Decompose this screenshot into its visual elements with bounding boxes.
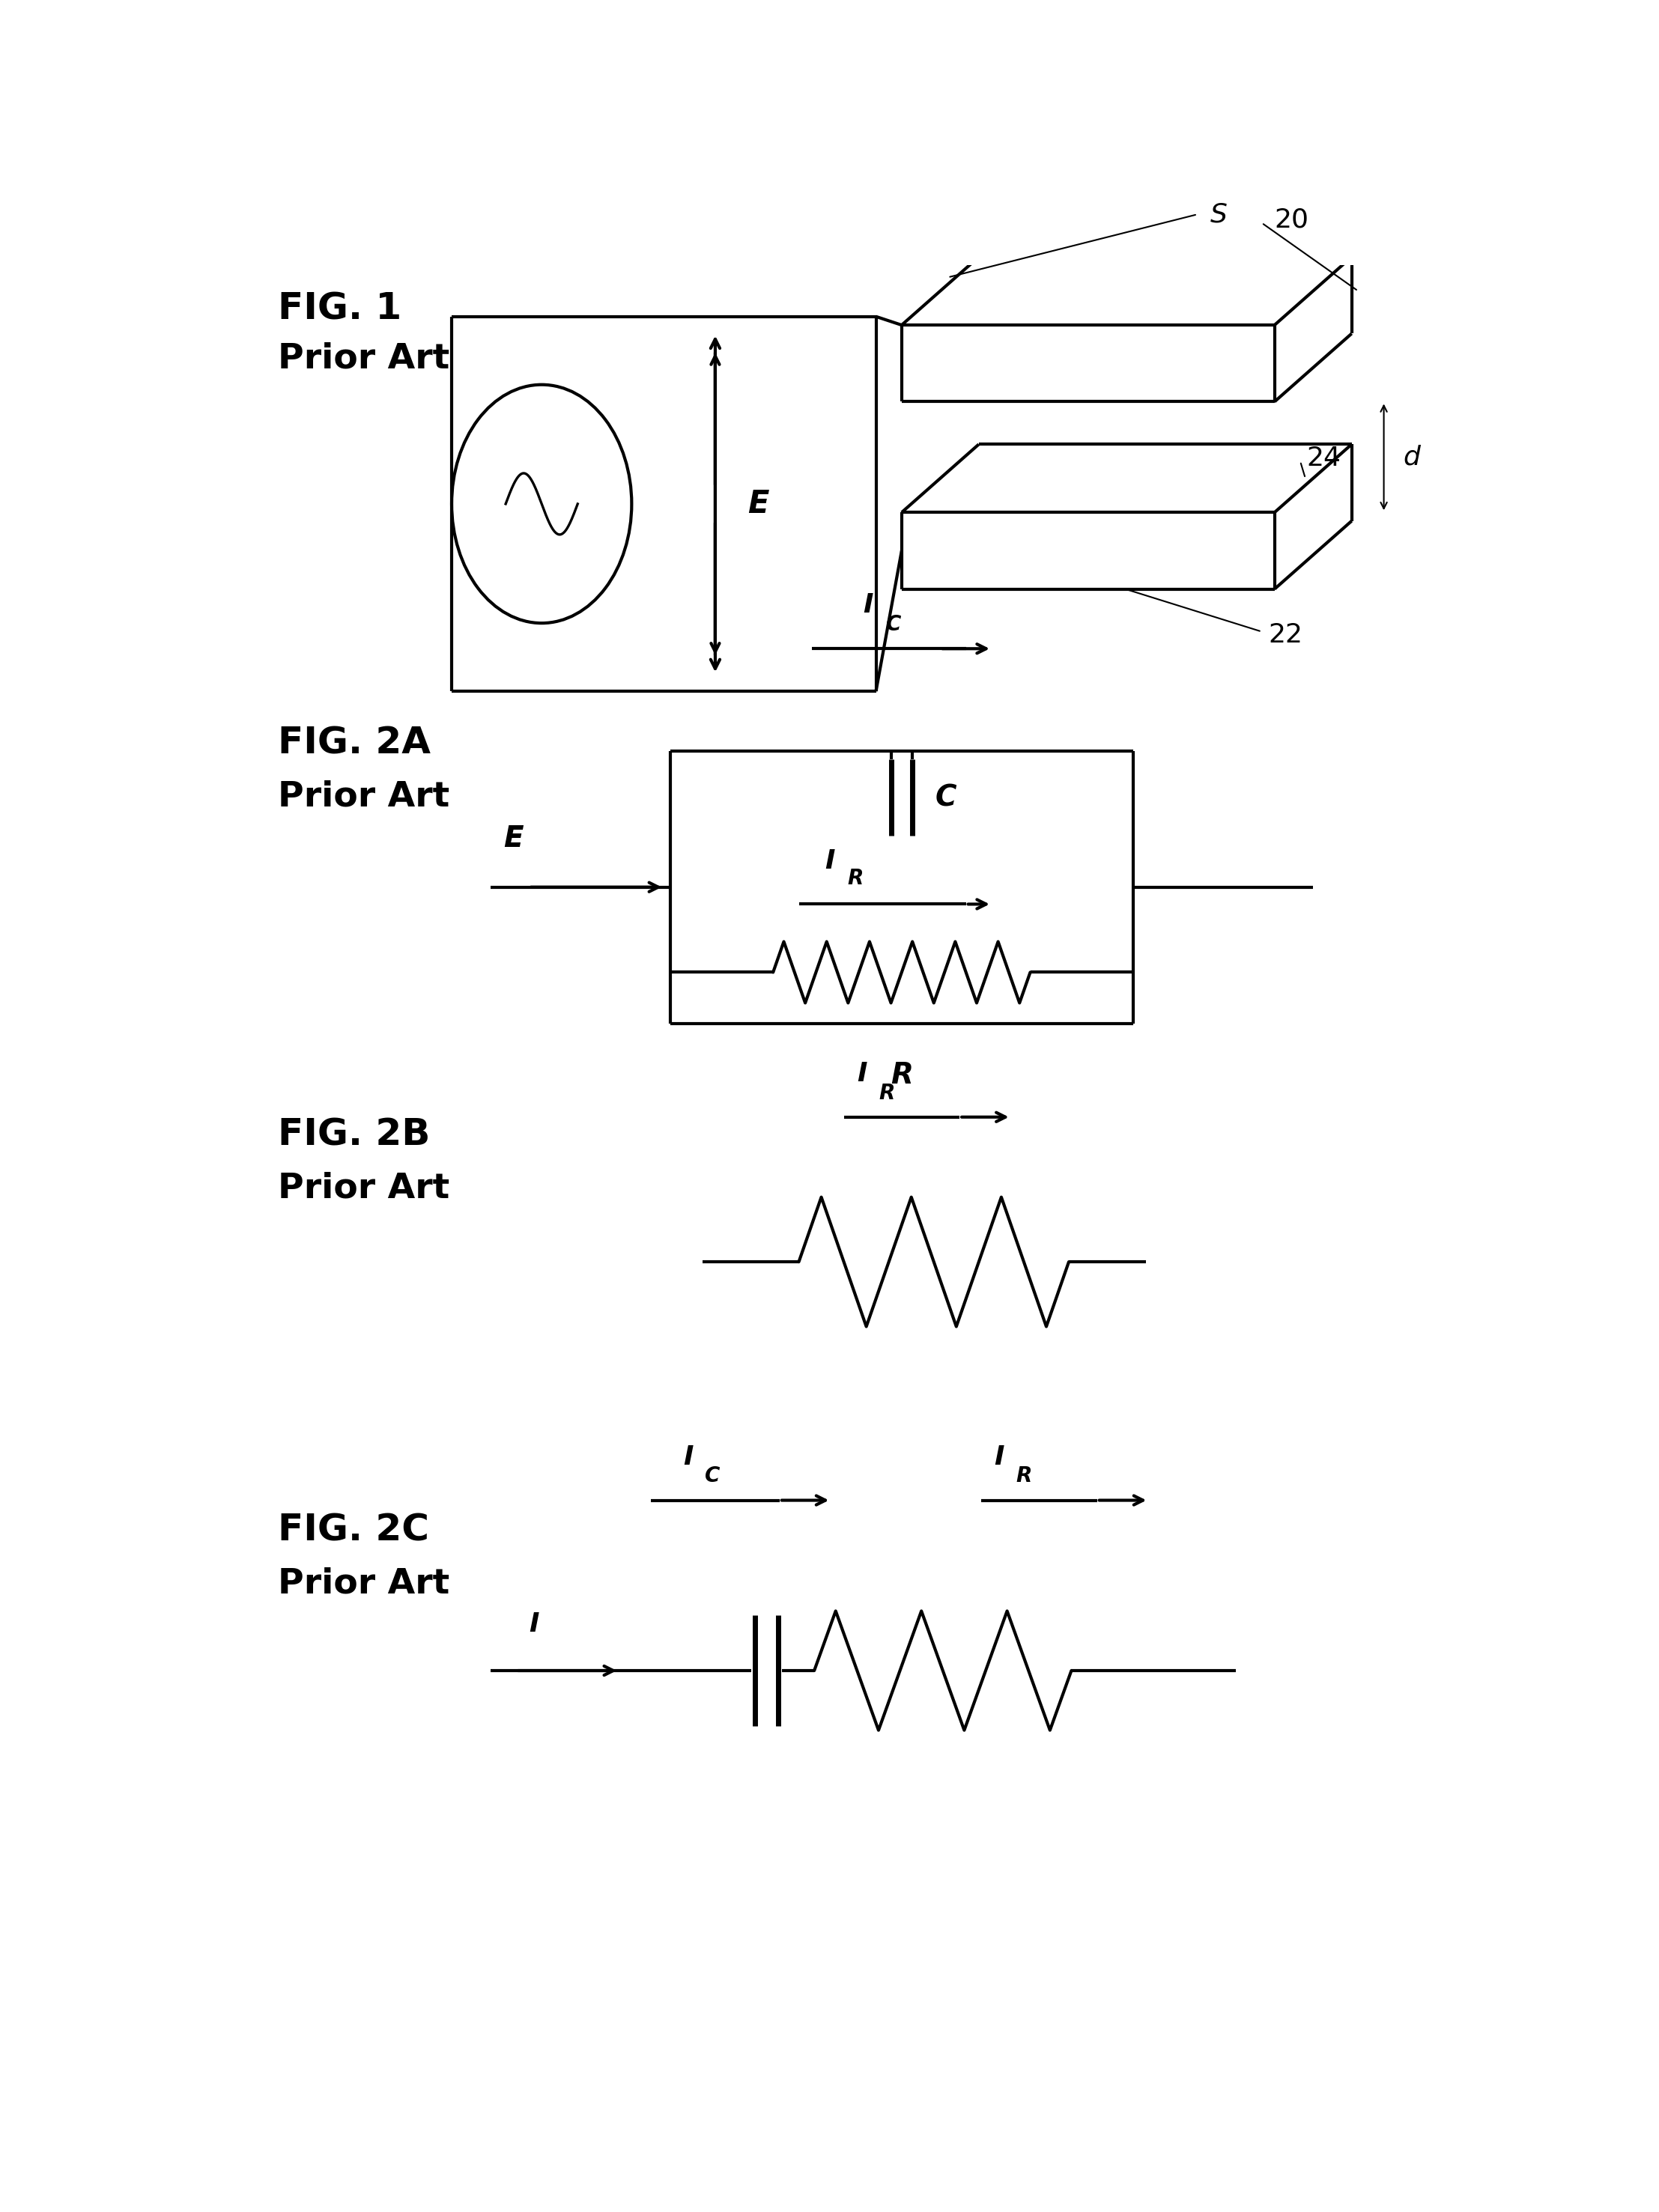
Text: Prior Art: Prior Art [279, 1566, 450, 1601]
Text: FIG. 2C: FIG. 2C [279, 1513, 430, 1548]
Text: Prior Art: Prior Art [279, 781, 450, 814]
Text: d: d [1404, 445, 1420, 469]
Text: R: R [879, 1082, 894, 1104]
Text: E: E [503, 825, 523, 854]
Text: C: C [705, 1467, 720, 1486]
Text: E: E [747, 489, 768, 520]
Text: I: I [856, 1062, 866, 1086]
Text: FIG. 2A: FIG. 2A [279, 726, 431, 761]
Text: 22: 22 [1267, 622, 1302, 648]
Text: I: I [825, 847, 834, 874]
Text: R: R [1015, 1467, 1032, 1486]
Text: FIG. 2B: FIG. 2B [279, 1117, 430, 1152]
Text: R: R [891, 1062, 912, 1088]
Text: FIG. 1: FIG. 1 [279, 292, 401, 327]
Text: Prior Art: Prior Art [279, 1172, 450, 1206]
Text: S: S [1209, 201, 1228, 228]
Text: C: C [886, 615, 901, 635]
Text: I: I [684, 1444, 693, 1469]
Text: I: I [994, 1444, 1004, 1469]
Text: I: I [863, 593, 873, 617]
Text: Prior Art: Prior Art [279, 343, 450, 376]
Text: R: R [848, 867, 864, 889]
Text: C: C [936, 783, 957, 812]
Text: 24: 24 [1307, 445, 1340, 471]
Text: I: I [529, 1610, 539, 1637]
Text: 20: 20 [1274, 206, 1309, 232]
